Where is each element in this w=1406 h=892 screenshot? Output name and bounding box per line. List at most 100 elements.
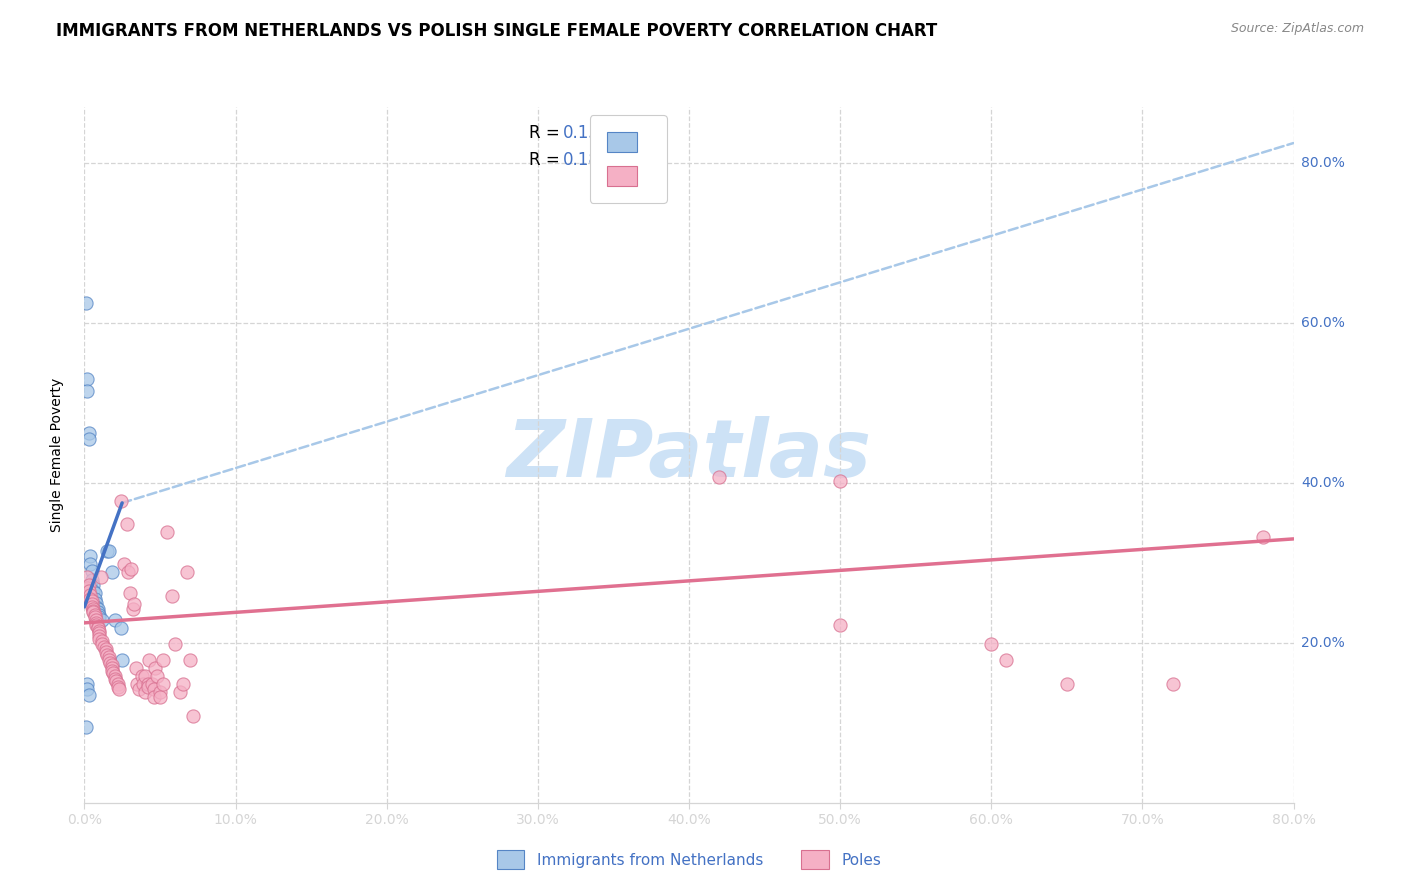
Point (86, 599, 108, 614)
Point (89, 632, 111, 646)
Text: 80.0%: 80.0% (1301, 156, 1346, 170)
Point (100, 664, 122, 678)
Text: R =: R = (529, 152, 565, 169)
Point (110, 622, 132, 636)
Text: N =: N = (605, 124, 651, 142)
Point (105, 674, 128, 689)
Point (84, 586, 107, 600)
Point (94, 645, 117, 659)
Point (94, 642, 117, 657)
Point (179, 653, 201, 667)
Point (100, 658, 122, 673)
Point (136, 677, 159, 691)
Point (77, 688, 100, 702)
Legend: Immigrants from Netherlands, Poles: Immigrants from Netherlands, Poles (491, 845, 887, 875)
Text: 30: 30 (643, 124, 666, 142)
Point (176, 566, 198, 580)
Point (91, 614, 114, 628)
Point (138, 653, 160, 667)
Point (84, 607, 107, 622)
Point (89, 626, 111, 640)
Point (160, 590, 183, 604)
Point (76, 372, 98, 386)
Point (86, 596, 108, 610)
Point (104, 669, 127, 683)
Point (91, 634, 114, 648)
Point (134, 685, 156, 699)
Point (82, 583, 104, 598)
Point (117, 566, 139, 580)
Point (100, 566, 122, 580)
Point (87, 622, 110, 636)
Point (122, 598, 145, 612)
Point (77, 578, 100, 592)
Point (89, 624, 111, 638)
Point (91, 637, 114, 651)
Point (90, 570, 112, 584)
Point (120, 562, 142, 576)
Point (112, 558, 135, 572)
Point (141, 677, 163, 691)
Point (107, 677, 129, 691)
Text: 0.151: 0.151 (564, 124, 610, 142)
Point (104, 614, 127, 628)
Point (76, 682, 98, 697)
Point (118, 586, 141, 600)
Point (1251, 530, 1274, 544)
Point (163, 637, 186, 651)
Point (156, 525, 179, 540)
Point (709, 469, 731, 483)
Point (97, 544, 120, 558)
Text: ZIPatlas: ZIPatlas (506, 416, 872, 494)
Point (87, 620, 110, 634)
Point (152, 653, 174, 667)
Point (995, 653, 1018, 667)
Point (98, 656, 121, 670)
Point (149, 690, 172, 705)
Text: IMMIGRANTS FROM NETHERLANDS VS POLISH SINGLE FEMALE POVERTY CORRELATION CHART: IMMIGRANTS FROM NETHERLANDS VS POLISH SI… (56, 22, 938, 40)
Point (77, 432, 100, 446)
Point (76, 570, 98, 584)
Point (80, 599, 103, 614)
Point (146, 669, 169, 683)
Point (149, 685, 172, 699)
Point (101, 666, 124, 681)
Point (77, 426, 100, 441)
Y-axis label: Single Female Poverty: Single Female Poverty (49, 378, 63, 532)
Point (82, 602, 104, 616)
Text: R =: R = (529, 124, 565, 142)
Point (82, 604, 104, 618)
Point (89, 607, 111, 622)
Point (93, 640, 115, 654)
Point (87, 602, 110, 616)
Point (76, 384, 98, 398)
Point (132, 677, 155, 691)
Point (80, 564, 103, 578)
Point (152, 677, 174, 691)
Point (84, 591, 107, 606)
Point (1056, 677, 1078, 691)
Point (76, 582, 98, 596)
Point (142, 690, 165, 705)
Point (86, 615, 108, 630)
Point (647, 164, 671, 178)
Point (104, 672, 127, 686)
Point (84, 610, 107, 624)
Point (107, 680, 129, 694)
Point (80, 598, 103, 612)
Point (97, 653, 120, 667)
Point (76, 677, 98, 691)
Text: 40.0%: 40.0% (1301, 476, 1344, 490)
Point (79, 558, 101, 572)
Point (128, 682, 150, 697)
Point (127, 677, 149, 691)
Text: 0.183: 0.183 (564, 152, 610, 169)
Text: 84: 84 (643, 152, 666, 169)
Point (1161, 677, 1184, 691)
Point (87, 606, 110, 620)
Text: Source: ZipAtlas.com: Source: ZipAtlas.com (1230, 22, 1364, 36)
Text: 20.0%: 20.0% (1301, 636, 1344, 650)
Point (110, 493, 132, 508)
Text: 60.0%: 60.0% (1301, 316, 1346, 330)
Point (108, 682, 131, 697)
